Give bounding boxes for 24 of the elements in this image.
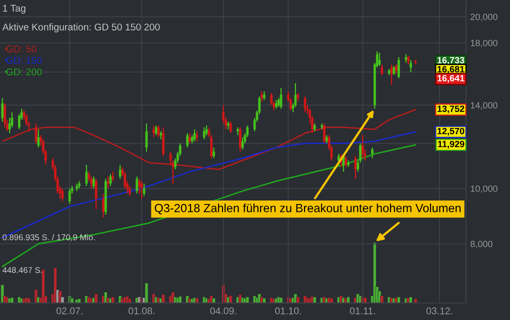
y-tick-label: 14,000 [470, 102, 498, 110]
annotation: 12,570 [438, 128, 464, 136]
legend-label: GD: 150 [6, 56, 42, 64]
legend-label: GD: 50 [6, 45, 36, 52]
annotation: 16,733 [438, 56, 464, 65]
x-tick-label: 04.09. [210, 307, 236, 314]
y-tick-label: 10,000 [470, 185, 498, 193]
annotation: 11,929 [438, 140, 464, 149]
annotation: Aktive Konfiguration: GD 50 150 200 [2, 23, 160, 32]
annotation: 16,641 [438, 74, 464, 83]
x-tick-label: 03.12. [426, 307, 452, 314]
legend-label: GD: 200 [6, 68, 42, 76]
y-tick-label: 20,000 [470, 14, 498, 22]
y-tick-label: 18,000 [470, 40, 498, 48]
annotation: 13,752 [438, 106, 464, 114]
x-tick-label: 01.11. [350, 307, 375, 314]
x-tick-label: 01.08. [128, 307, 154, 314]
x-tick-label: 02.07. [56, 307, 82, 314]
annotation: 448.467 S. [2, 267, 42, 274]
annotation: 16,681 [438, 66, 464, 74]
annotation: 1 Tag [3, 4, 26, 14]
y-tick-label: 8,000 [470, 240, 492, 248]
x-tick-label: 01.10. [275, 307, 301, 314]
annotation: Q3-2018 Zahlen führen zu Breakout unter hohem Volumen [154, 204, 461, 214]
